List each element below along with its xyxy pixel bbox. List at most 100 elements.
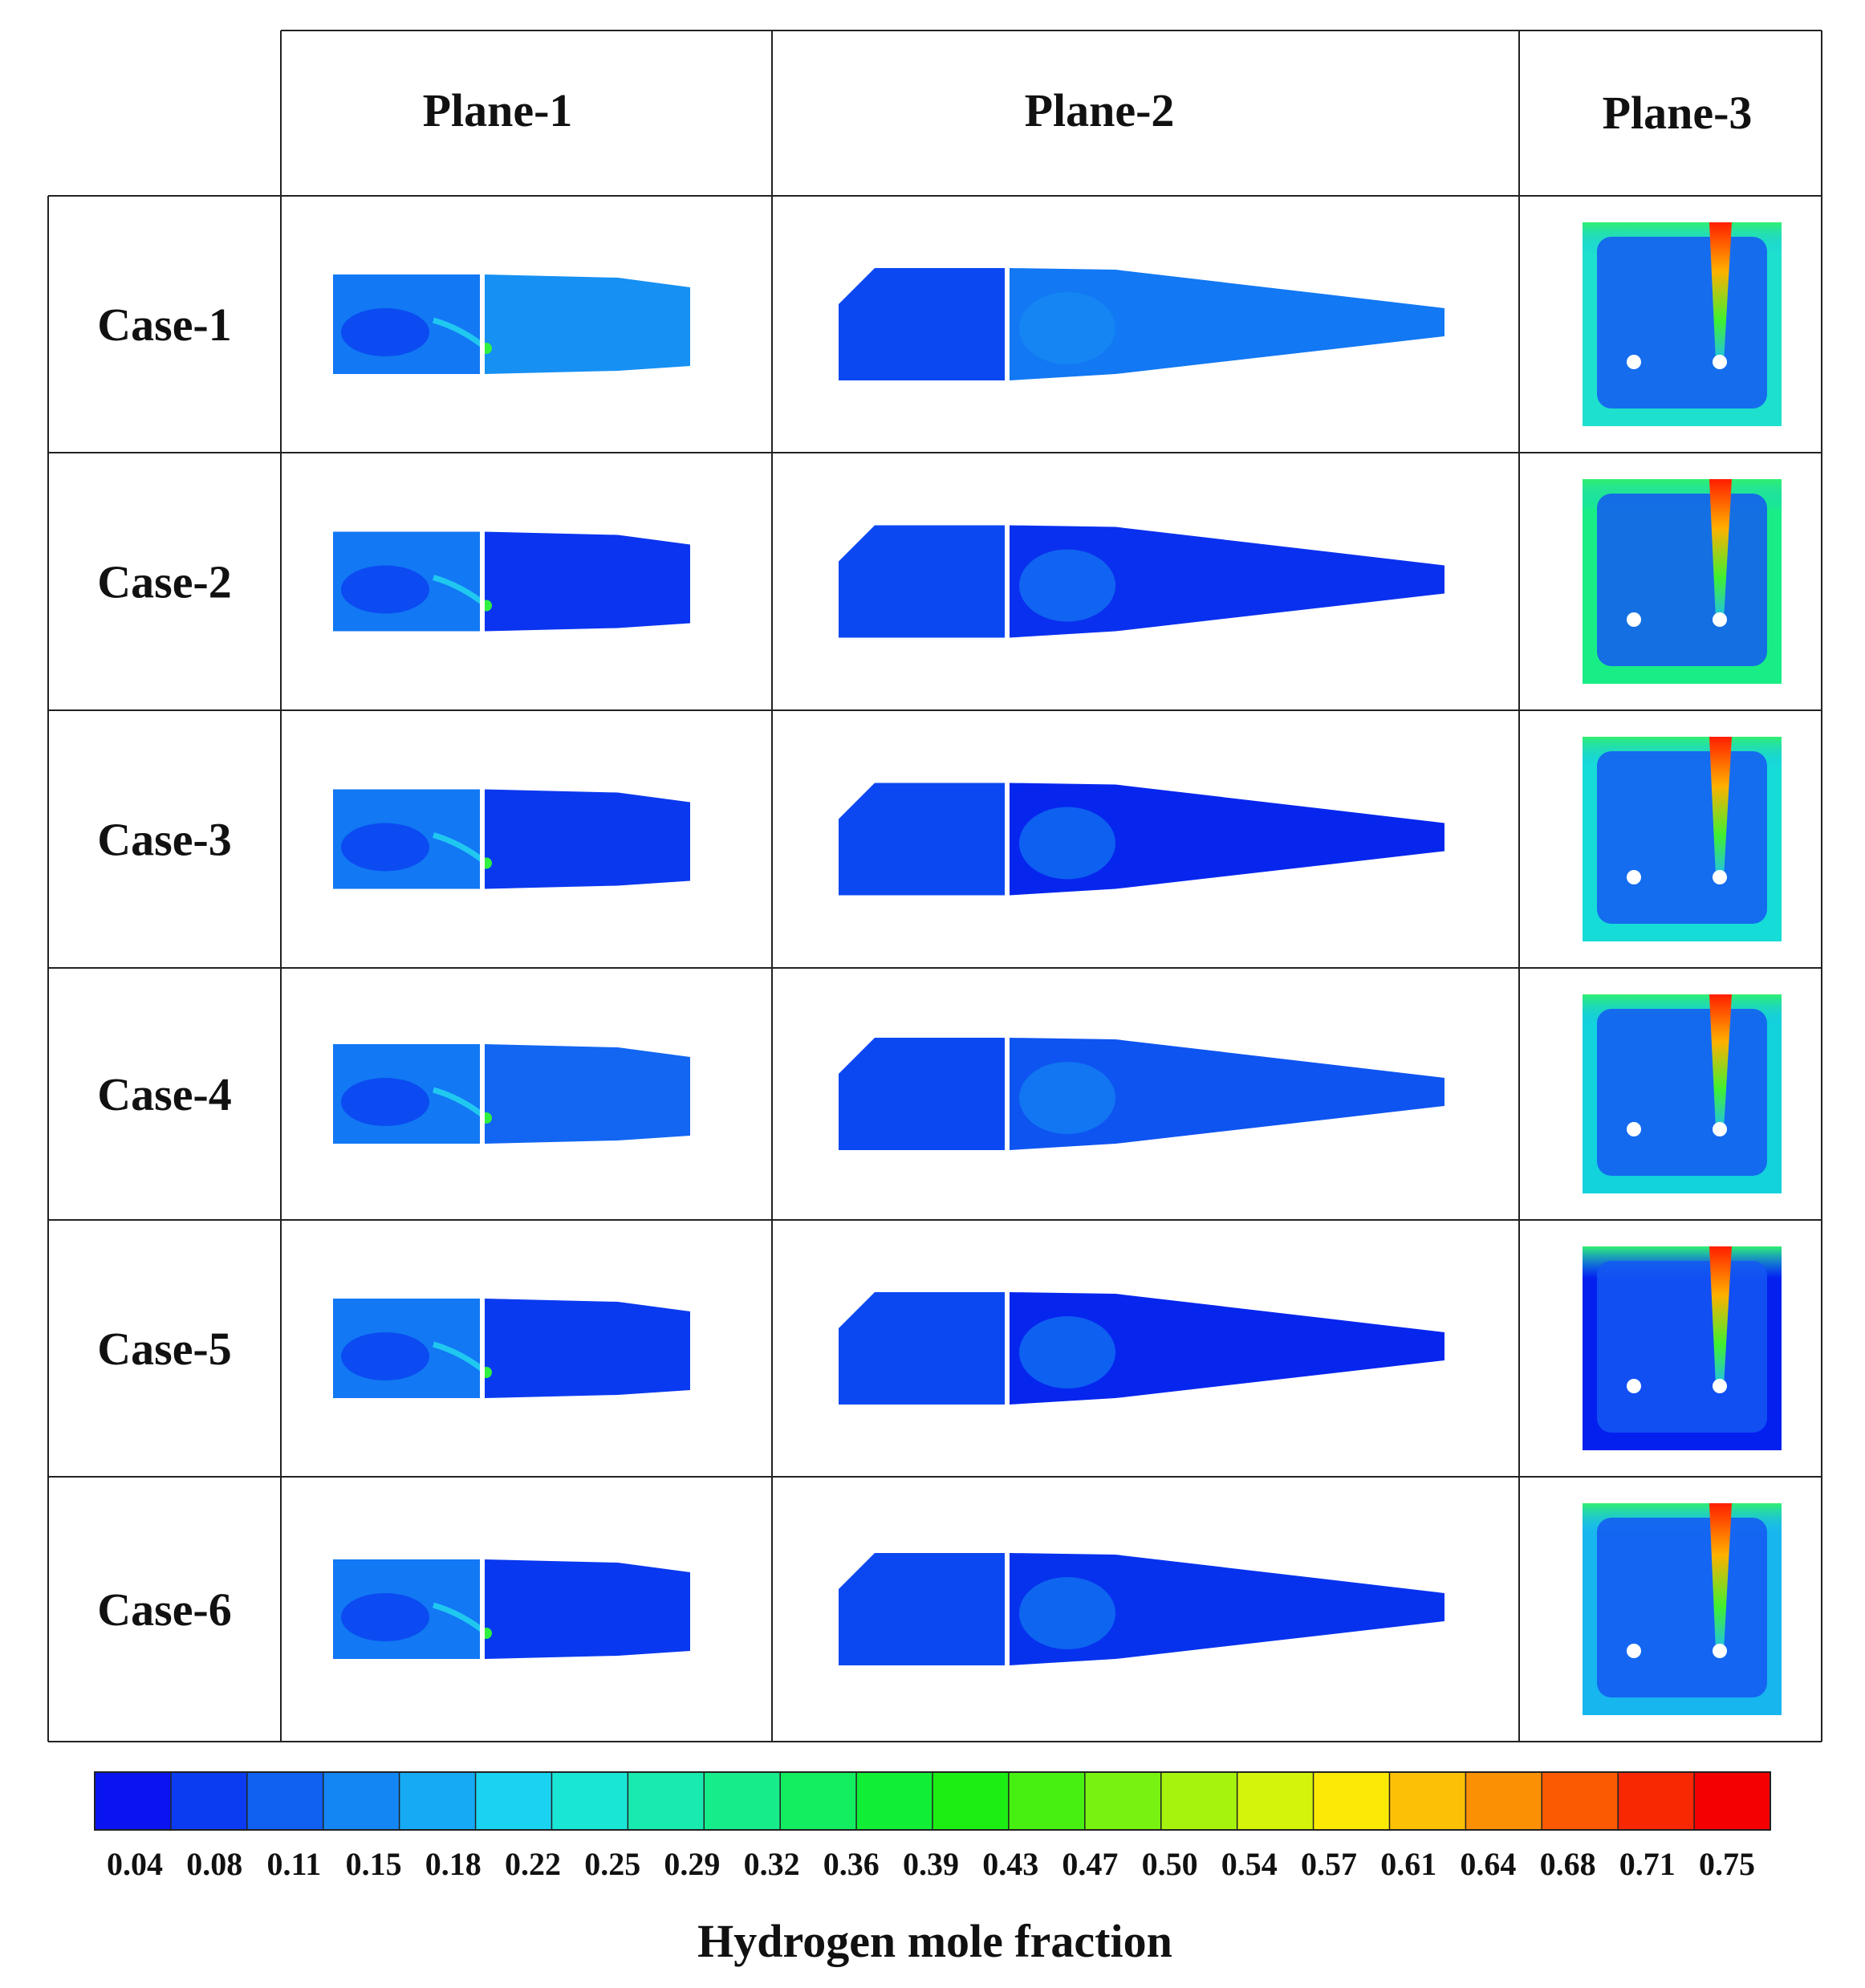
plane-3-core-region <box>1597 1009 1767 1176</box>
colorbar-swatch <box>780 1772 857 1830</box>
plane-1-injector-wall <box>480 787 485 891</box>
colorbar-swatch <box>628 1772 705 1830</box>
colorbar-tick-label: 0.22 <box>505 1846 561 1882</box>
colorbar-tick-label: 0.08 <box>186 1846 242 1882</box>
table-grid <box>47 30 1822 1742</box>
case-row: Case-5 <box>97 1246 1782 1450</box>
colorbar-tick-label: 0.25 <box>584 1846 640 1882</box>
plane-1-right-region <box>485 789 690 889</box>
plane-2-mixing-patch <box>1019 549 1115 622</box>
plane-2-right-region <box>1010 525 1444 638</box>
colorbar-swatch <box>551 1772 628 1830</box>
colorbar-tick-label: 0.32 <box>744 1846 800 1882</box>
case-label: Case-6 <box>97 1583 232 1636</box>
plane-2-left-region <box>839 1038 1005 1150</box>
colorbar-tick-label: 0.50 <box>1142 1846 1198 1882</box>
plane-1-injector-wall <box>480 1558 485 1661</box>
colorbar-tick-label: 0.75 <box>1699 1846 1755 1882</box>
plane-3-left-port <box>1627 1644 1641 1658</box>
plane-1-right-region <box>485 1044 690 1144</box>
plane-1-right-region <box>485 274 690 374</box>
plane-3-right-port <box>1713 1379 1727 1393</box>
plane-3-hydrogen-jet <box>1709 737 1732 877</box>
colorbar <box>94 1771 1771 1831</box>
colorbar-tick-label: 0.36 <box>823 1846 880 1882</box>
plane-2-right-region <box>1010 1553 1444 1665</box>
plane-2-contour <box>839 1036 1444 1152</box>
plane-3-right-port <box>1713 870 1727 884</box>
plane-2-mixing-patch <box>1019 292 1115 364</box>
colorbar-frame <box>94 1771 1771 1831</box>
plane-3-left-port <box>1627 870 1641 884</box>
plane-3-right-port <box>1713 1122 1727 1136</box>
plane-3-contour <box>1583 1246 1782 1450</box>
plane-1-contour <box>333 1558 690 1661</box>
colorbar-tick-label: 0.18 <box>425 1846 481 1882</box>
plane-3-core-region <box>1597 751 1767 924</box>
plane-1-low-patch <box>341 823 429 872</box>
header-plane-2: Plane-2 <box>1025 84 1175 136</box>
colorbar-swatch <box>1618 1772 1695 1830</box>
colorbar-tick-label: 0.39 <box>903 1846 959 1882</box>
case-row: Case-2 <box>97 479 1782 684</box>
colorbar-title: Hydrogen mole fraction <box>697 1915 1172 1967</box>
colorbar-tick-label: 0.61 <box>1380 1846 1436 1882</box>
plane-3-contour <box>1583 737 1782 941</box>
plane-1-low-patch <box>341 1332 429 1380</box>
colorbar-swatch <box>1313 1772 1390 1830</box>
plane-2-left-region <box>839 1553 1005 1665</box>
plane-2-contour <box>839 523 1444 640</box>
colorbar-tick-label: 0.04 <box>107 1846 163 1882</box>
plane-2-right-region <box>1010 268 1444 380</box>
plane-3-hydrogen-jet <box>1709 1246 1732 1386</box>
plane-1-low-patch <box>341 308 429 356</box>
plane-1-contour <box>333 273 690 376</box>
plane-1-contour <box>333 1043 690 1145</box>
plane-1-injector-wall <box>480 1297 485 1400</box>
plane-3-right-port <box>1713 612 1727 627</box>
plane-2-left-region <box>839 783 1005 896</box>
plane-2-contour <box>839 781 1444 897</box>
case-row: Case-4 <box>97 994 1782 1193</box>
case-row: Case-6 <box>97 1503 1782 1715</box>
plane-1-contour <box>333 787 690 891</box>
colorbar-swatch <box>856 1772 933 1830</box>
plane-3-contour <box>1583 994 1782 1193</box>
plane-3-left-port <box>1627 1379 1641 1393</box>
plane-1-right-region <box>485 531 690 632</box>
colorbar-swatch <box>704 1772 781 1830</box>
plane-3-hydrogen-jet <box>1709 994 1732 1129</box>
plane-2-right-region <box>1010 783 1444 896</box>
colorbar-tick-label: 0.15 <box>346 1846 402 1882</box>
colorbar-tick-label: 0.47 <box>1062 1846 1118 1882</box>
plane-1-low-patch <box>341 1593 429 1641</box>
colorbar-swatch <box>1389 1772 1466 1830</box>
plane-2-left-region <box>839 525 1005 638</box>
plane-3-hydrogen-jet <box>1709 222 1732 362</box>
plane-2-injector-wall <box>1005 781 1010 897</box>
colorbar-swatch <box>1084 1772 1162 1830</box>
plane-2-injector-wall <box>1005 1291 1010 1406</box>
plane-3-contour <box>1583 1503 1782 1715</box>
colorbar-tick-label: 0.64 <box>1460 1846 1516 1882</box>
plane-3-core-region <box>1597 1261 1767 1433</box>
case-label: Case-1 <box>97 299 232 351</box>
colorbar-swatch <box>170 1772 248 1830</box>
plane-1-contour <box>333 1297 690 1400</box>
case-label: Case-3 <box>97 814 232 866</box>
plane-1-contour <box>333 530 690 633</box>
case-row: Case-3 <box>97 737 1782 941</box>
plane-3-right-port <box>1713 355 1727 369</box>
plane-2-injector-wall <box>1005 523 1010 640</box>
colorbar-ticks: 0.04 0.08 0.11 0.15 0.18 0.22 0.25 0.29 0.32 0.36… <box>107 1846 1755 1882</box>
plane-1-injector-wall <box>480 1043 485 1145</box>
colorbar-swatch <box>932 1772 1010 1830</box>
colorbar-swatch <box>246 1772 324 1830</box>
case-label: Case-5 <box>97 1323 232 1375</box>
case-label: Case-2 <box>97 556 232 608</box>
colorbar-tick-label: 0.54 <box>1221 1846 1278 1882</box>
colorbar-tick-label: 0.57 <box>1301 1846 1357 1882</box>
colorbar-swatch <box>1160 1772 1238 1830</box>
plane-1-right-region <box>485 1299 690 1398</box>
